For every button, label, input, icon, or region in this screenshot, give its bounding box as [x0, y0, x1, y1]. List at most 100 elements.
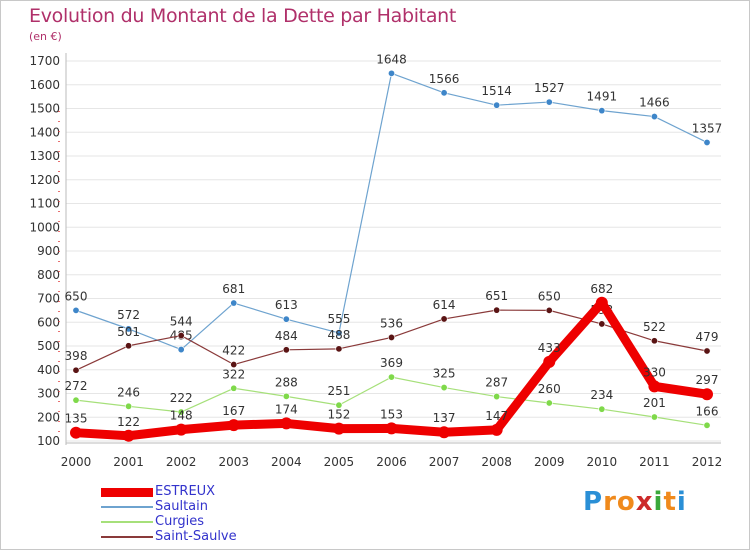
data-label: 148	[170, 409, 193, 423]
data-label: 501	[117, 325, 140, 339]
x-tick-label: 2004	[271, 455, 302, 469]
data-point	[227, 419, 240, 432]
y-tick-label: 1300	[29, 149, 60, 163]
y-tick-label: 1400	[29, 125, 60, 139]
data-point	[230, 384, 238, 392]
legend-swatch	[101, 536, 153, 538]
data-label: 682	[590, 282, 613, 296]
data-label: 488	[327, 328, 350, 342]
data-label: 222	[170, 391, 193, 405]
data-point	[440, 384, 448, 392]
data-point	[490, 423, 503, 436]
data-point	[648, 380, 661, 393]
data-point	[72, 396, 80, 404]
legend-label: Saultain	[155, 499, 208, 514]
data-point	[282, 315, 290, 323]
y-tick-label: 1100	[29, 197, 60, 211]
data-label: 234	[590, 388, 613, 402]
data-label: 544	[170, 315, 193, 329]
logo-letter: t	[663, 487, 677, 517]
y-tick-label: 700	[37, 292, 60, 306]
legend-label: Saint-Saulve	[155, 529, 237, 544]
data-label: 246	[117, 385, 140, 399]
data-label: 330	[643, 365, 666, 379]
data-label: 572	[117, 308, 140, 322]
data-label: 651	[485, 289, 508, 303]
data-label: 398	[65, 349, 88, 363]
x-tick-label: 2011	[639, 455, 670, 469]
data-label: 201	[643, 396, 666, 410]
data-point	[385, 422, 398, 435]
data-label: 1357	[692, 121, 723, 135]
data-label: 272	[65, 379, 88, 393]
x-tick-label: 2003	[218, 455, 249, 469]
data-point	[387, 333, 395, 341]
data-point	[70, 426, 82, 439]
data-point	[125, 402, 133, 410]
legend-label: Curgies	[155, 514, 205, 529]
data-label: 555	[327, 312, 350, 326]
data-label: 369	[380, 356, 403, 370]
data-point	[493, 101, 501, 109]
data-point	[387, 69, 395, 77]
data-label: 650	[538, 289, 561, 303]
data-point	[650, 113, 658, 121]
y-tick-label: 1700	[29, 54, 60, 68]
data-point	[545, 98, 553, 106]
data-label: 681	[222, 282, 245, 296]
y-tick-label: 1000	[29, 220, 60, 234]
data-label: 167	[222, 404, 245, 418]
data-label: 484	[275, 329, 298, 343]
data-label: 153	[380, 407, 403, 421]
x-tick-label: 2000	[61, 455, 92, 469]
logo-letter: i	[653, 487, 664, 517]
x-tick-label: 2002	[166, 455, 197, 469]
chart-subtitle: (en €)	[29, 30, 62, 43]
data-label: 1491	[587, 90, 618, 104]
data-label: 122	[117, 415, 140, 429]
y-tick-label: 600	[37, 315, 60, 329]
data-point	[598, 107, 606, 115]
y-tick-label: 400	[37, 363, 60, 377]
data-point	[335, 345, 343, 353]
y-tick-label: 800	[37, 268, 60, 282]
logo-letter: P	[583, 487, 604, 517]
y-tick-label: 200	[37, 410, 60, 424]
x-tick-label: 2005	[324, 455, 355, 469]
data-point	[125, 342, 133, 350]
y-tick-label: 1200	[29, 173, 60, 187]
data-point	[387, 373, 395, 381]
data-label: 325	[433, 367, 456, 381]
data-point	[72, 306, 80, 314]
data-label: 479	[696, 330, 719, 344]
data-label: 251	[327, 384, 350, 398]
proxiti-logo: Proxiti	[583, 487, 687, 517]
logo-letter: r	[603, 487, 617, 517]
chart-title: Evolution du Montant de la Dette par Hab…	[29, 5, 457, 27]
data-label: 1466	[639, 96, 670, 110]
data-label: 614	[433, 298, 456, 312]
x-tick-label: 2006	[376, 455, 407, 469]
data-point	[595, 296, 608, 309]
data-point	[703, 421, 711, 429]
data-point	[438, 426, 451, 439]
data-point	[72, 366, 80, 374]
data-point	[282, 392, 290, 400]
data-point	[650, 337, 658, 345]
data-label: 152	[327, 408, 350, 422]
data-label: 1648	[376, 52, 407, 66]
data-point	[122, 429, 135, 442]
y-tick-label: 500	[37, 339, 60, 353]
y-tick-label: 100	[37, 434, 60, 448]
data-point	[493, 306, 501, 314]
data-point	[177, 408, 185, 416]
data-label: 422	[222, 344, 245, 358]
data-point	[125, 325, 133, 333]
data-label: 536	[380, 316, 403, 330]
data-point	[175, 423, 188, 436]
data-label: 260	[538, 382, 561, 396]
data-point	[440, 315, 448, 323]
y-tick-label: 1500	[29, 102, 60, 116]
data-point	[703, 138, 711, 146]
data-label: 613	[275, 298, 298, 312]
